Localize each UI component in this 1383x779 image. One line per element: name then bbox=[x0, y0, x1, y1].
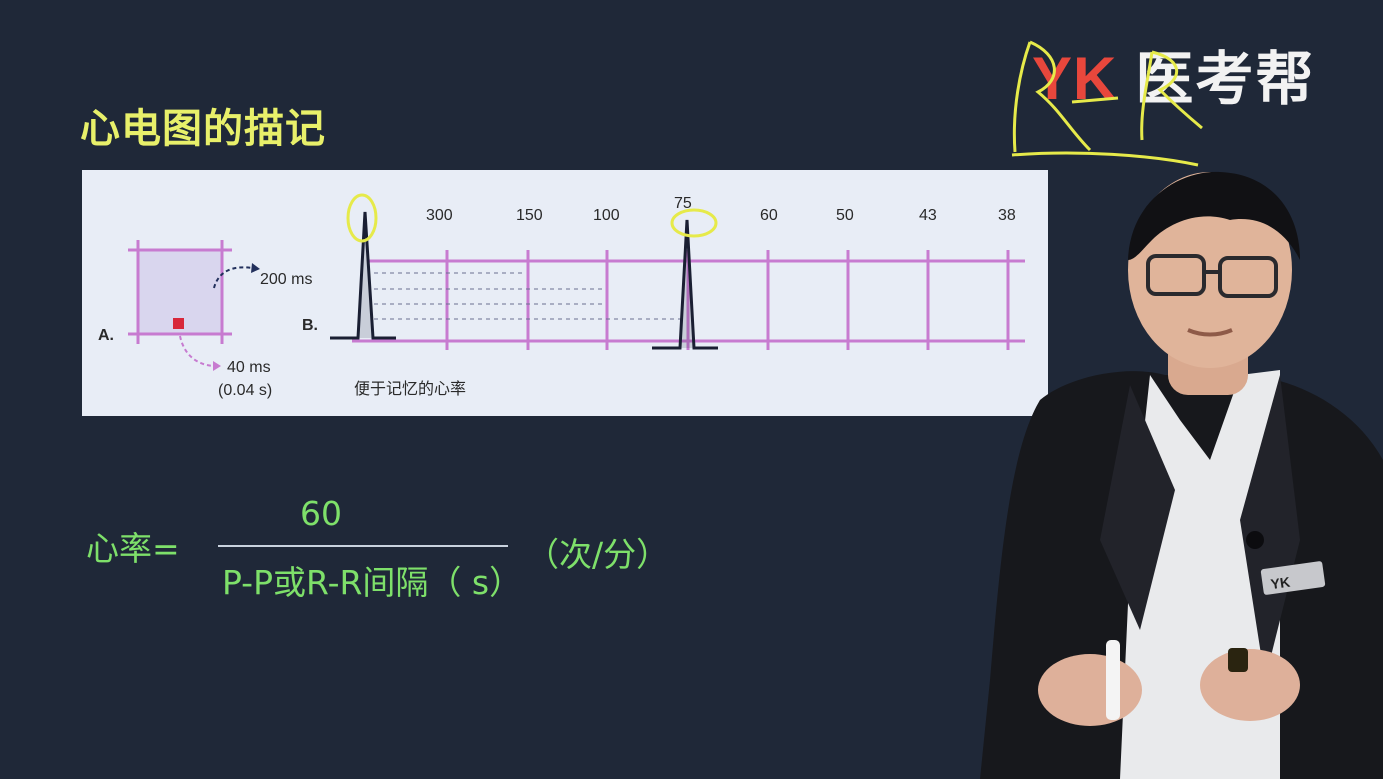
ink-stroke-r1 bbox=[1012, 41, 1032, 153]
ink-stroke-r4 bbox=[1151, 50, 1203, 130]
panel-b-dashed-guides bbox=[374, 272, 682, 320]
ink-circle-r1 bbox=[346, 193, 378, 243]
hr-tick-7: 38 bbox=[998, 207, 1016, 224]
presenter-lapel-left bbox=[1100, 385, 1175, 630]
arrow-40ms-head bbox=[213, 361, 221, 371]
formula-numerator: 60 bbox=[300, 494, 342, 533]
small-box bbox=[173, 318, 184, 329]
ink-circle-r2 bbox=[670, 208, 718, 238]
label-panel-b: B. bbox=[302, 317, 318, 334]
arrow-40ms bbox=[179, 335, 215, 367]
label-panel-a: A. bbox=[98, 327, 114, 344]
ink-stroke-dash bbox=[1071, 96, 1119, 104]
label-40ms: 40 ms bbox=[227, 359, 271, 376]
hr-tick-0: 300 bbox=[426, 207, 453, 224]
hr-tick-6: 43 bbox=[919, 207, 937, 224]
hr-tick-1: 150 bbox=[516, 207, 543, 224]
presenter-glasses bbox=[1146, 254, 1278, 298]
slide-title: 心电图的描记 bbox=[80, 106, 326, 152]
presenter-lapel-right bbox=[1240, 375, 1300, 680]
hr-tick-4: 60 bbox=[760, 207, 778, 224]
lapel-mic bbox=[1246, 531, 1264, 549]
handwritten-annotation bbox=[1011, 40, 1203, 167]
label-200ms: 200 ms bbox=[260, 271, 312, 288]
label-004s: (0.04 s) bbox=[218, 382, 272, 399]
panel-b-grid bbox=[352, 250, 1025, 350]
ecg-figure-panel: 200 ms 40 ms (0.04 s) A. B. bbox=[82, 170, 1048, 416]
ink-underline bbox=[1011, 151, 1199, 167]
name-badge bbox=[1260, 561, 1326, 595]
hr-tick-5: 50 bbox=[836, 207, 854, 224]
formula-unit: （次/分） bbox=[526, 535, 670, 574]
ink-stroke-r3 bbox=[1140, 51, 1154, 141]
ecg-figure: 200 ms 40 ms (0.04 s) A. B. bbox=[98, 193, 1025, 399]
presenter-image: YK bbox=[980, 171, 1383, 779]
name-badge-text: YK bbox=[1270, 574, 1291, 593]
r-wave-1 bbox=[330, 211, 396, 340]
ink-stroke-r2 bbox=[1029, 40, 1092, 152]
hr-tick-2: 100 bbox=[593, 207, 620, 224]
presenter-hair bbox=[1128, 171, 1300, 260]
pointer-clicker bbox=[1228, 648, 1248, 672]
formula-left-label: 心率= bbox=[86, 529, 180, 568]
fraction-bar bbox=[218, 545, 508, 547]
figure-caption: 便于记忆的心率 bbox=[354, 379, 466, 398]
presenter-hand-left bbox=[1038, 654, 1142, 726]
presenter-hand-right bbox=[1200, 649, 1300, 721]
hr-tick-3: 75 bbox=[674, 195, 692, 212]
r-wave-2 bbox=[652, 219, 718, 350]
formula-denominator: P-P或R-R间隔（ s） bbox=[222, 563, 523, 602]
arrow-200ms bbox=[213, 266, 253, 289]
presenter-mouth bbox=[1187, 328, 1233, 337]
arrow-200ms-head bbox=[251, 263, 260, 273]
marker-pen bbox=[1106, 640, 1120, 720]
